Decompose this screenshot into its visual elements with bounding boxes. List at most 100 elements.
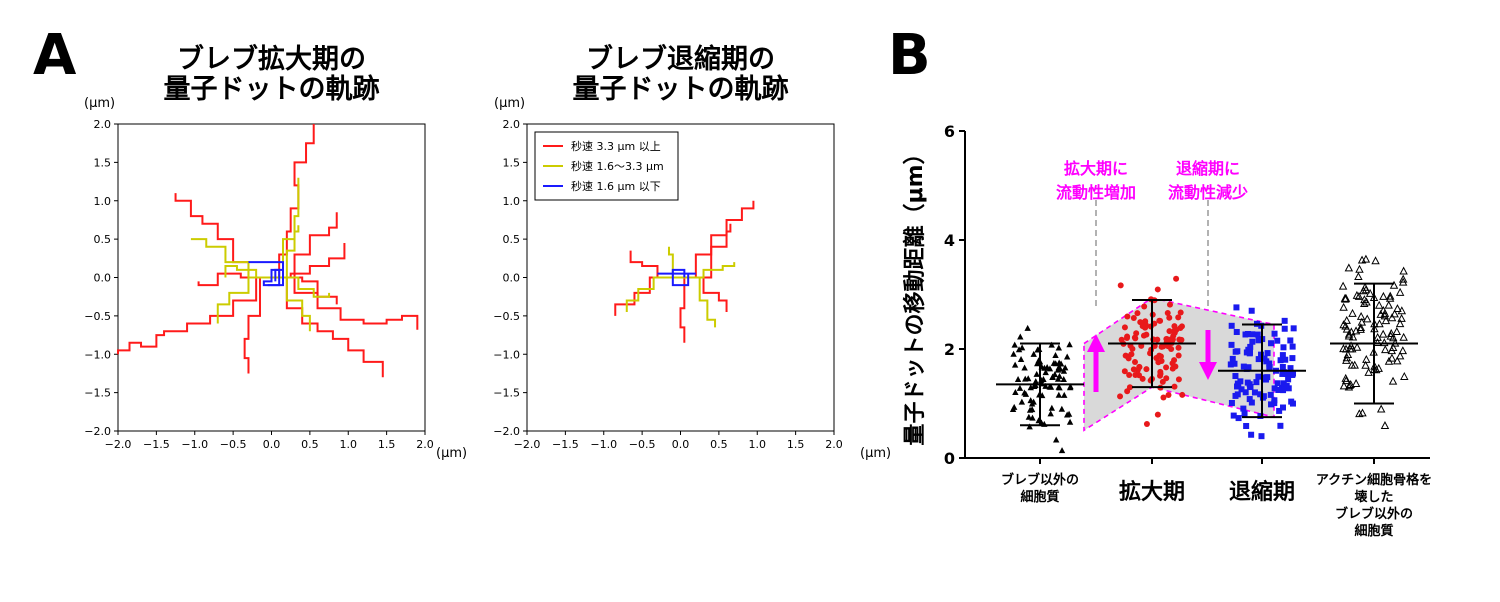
chartB-point	[1274, 337, 1281, 344]
chartB-point	[1066, 341, 1073, 348]
chartB-point	[1230, 412, 1237, 419]
chartB-point	[1133, 330, 1140, 337]
chartB-point	[1339, 302, 1348, 311]
chartB-point	[1154, 286, 1161, 293]
chartB-point	[1338, 281, 1348, 290]
chart2-trajectory-1-1	[625, 276, 681, 313]
chartB-point	[1287, 365, 1294, 372]
chartB-point	[1342, 315, 1351, 324]
chartB-point	[1158, 358, 1165, 365]
chartB-point	[1347, 327, 1356, 336]
chartB-point	[1389, 280, 1399, 289]
chartB-point	[1129, 345, 1136, 352]
chartB-point	[1054, 375, 1062, 382]
chartB-point	[1348, 344, 1357, 353]
chart2-trajectory-0-5	[680, 223, 732, 279]
chartB-point	[1395, 319, 1405, 328]
chartB-point	[1178, 323, 1185, 330]
chart2-y-tick-label: −2.0	[493, 425, 520, 438]
chartB-point	[1249, 338, 1256, 345]
chartB-point	[1255, 337, 1262, 344]
chart1-trajectory-1-6	[224, 264, 272, 279]
chartB-point	[1393, 304, 1402, 313]
chartB-point	[1014, 375, 1022, 382]
chartB-point	[1126, 371, 1133, 378]
chartB-y-tick-label: 2	[944, 340, 955, 359]
chart2-legend-label-2: 秒速 1.6 μm 以下	[571, 179, 661, 193]
chartB-point	[1134, 310, 1141, 317]
chart2-trajectory-0-0	[680, 200, 755, 279]
chart2-y-tick-label: 0.0	[503, 272, 521, 285]
chart2-x-tick-label: 1.0	[749, 438, 767, 451]
chartB-point	[1279, 404, 1286, 411]
chartB-point	[1012, 388, 1019, 395]
chartB-point	[1238, 386, 1245, 393]
chartB-point	[1261, 355, 1268, 362]
chartB-point	[1282, 356, 1289, 363]
chartB-point	[1380, 338, 1389, 347]
chart2-trajectory-0-4	[679, 276, 686, 343]
chartB-point	[1123, 334, 1130, 341]
chart2-y-unit: (μm)	[494, 96, 526, 111]
chart2-trajectory-1-2	[680, 276, 717, 328]
chartB-point	[1249, 331, 1256, 338]
chartB-point	[1354, 272, 1363, 281]
chartB-point	[1274, 380, 1281, 387]
chartB-point	[1175, 352, 1182, 359]
chartB-point	[1360, 299, 1369, 308]
chart1-x-tick-label: −1.0	[181, 438, 208, 451]
chart2-x-tick-label: −0.5	[629, 438, 656, 451]
chartB-point	[1267, 391, 1274, 398]
chartB-point	[1166, 314, 1173, 321]
chart1-x-tick-label: 1.5	[378, 438, 396, 451]
chartB-point	[1128, 351, 1135, 358]
chartB-point	[1275, 386, 1282, 393]
chartB-point	[1258, 433, 1265, 440]
chartB-point	[1271, 385, 1278, 392]
chart1-trajectory-1-4	[271, 276, 311, 332]
chart1-title-line1: ブレブ拡大期の	[177, 44, 366, 75]
chartB-point	[1143, 420, 1150, 427]
chartB-point	[1387, 346, 1397, 355]
chartB-point	[1352, 290, 1362, 299]
chartB-point	[1289, 371, 1296, 378]
chart2-y-tick-label: 1.0	[503, 195, 521, 208]
chartB-point	[1276, 407, 1283, 414]
chartB-point	[1055, 359, 1063, 366]
chartB-point	[1235, 415, 1242, 422]
chartB-point	[1392, 327, 1401, 336]
chart1-trajectory-2-1	[267, 268, 281, 287]
chartB-point	[1121, 368, 1128, 375]
chart2-trajectory-2-0	[657, 268, 696, 287]
chartB-point	[1016, 384, 1024, 391]
chartB-category-label: ブレブ以外の	[1335, 506, 1413, 522]
chartB-point	[1344, 331, 1354, 340]
chartB-category-label: 退縮期	[1229, 479, 1295, 505]
chartB-point	[1055, 344, 1063, 351]
chartB-point	[1055, 391, 1063, 398]
chartB-point	[1117, 282, 1124, 289]
chartB-point	[1254, 331, 1261, 338]
chartB-point	[1132, 371, 1139, 378]
chartB-point	[1356, 324, 1365, 333]
chartB-point	[1143, 331, 1150, 338]
chartB-point	[1390, 309, 1399, 318]
chart2-legend-label-0: 秒速 3.3 μm 以上	[571, 139, 661, 153]
chartB-point	[1060, 375, 1067, 382]
chartB-point	[1156, 317, 1163, 324]
chartB-point	[1285, 376, 1292, 383]
chartB-point	[1169, 336, 1176, 343]
chartB-point	[1281, 325, 1288, 332]
chartB-point	[1232, 392, 1239, 399]
chartB-point	[1118, 336, 1125, 343]
chartB-point	[1042, 369, 1049, 376]
chartB-point	[1344, 263, 1354, 272]
chartB-point	[1124, 313, 1131, 320]
chartB-point	[1166, 301, 1173, 308]
chartB-point	[1279, 352, 1286, 359]
chartB-point	[1348, 308, 1357, 317]
chartB-point	[1243, 349, 1250, 356]
chart2-x-tick-label: 2.0	[825, 438, 843, 451]
chartB-point	[1384, 300, 1393, 309]
chartB-y-tick-label: 0	[944, 449, 955, 468]
